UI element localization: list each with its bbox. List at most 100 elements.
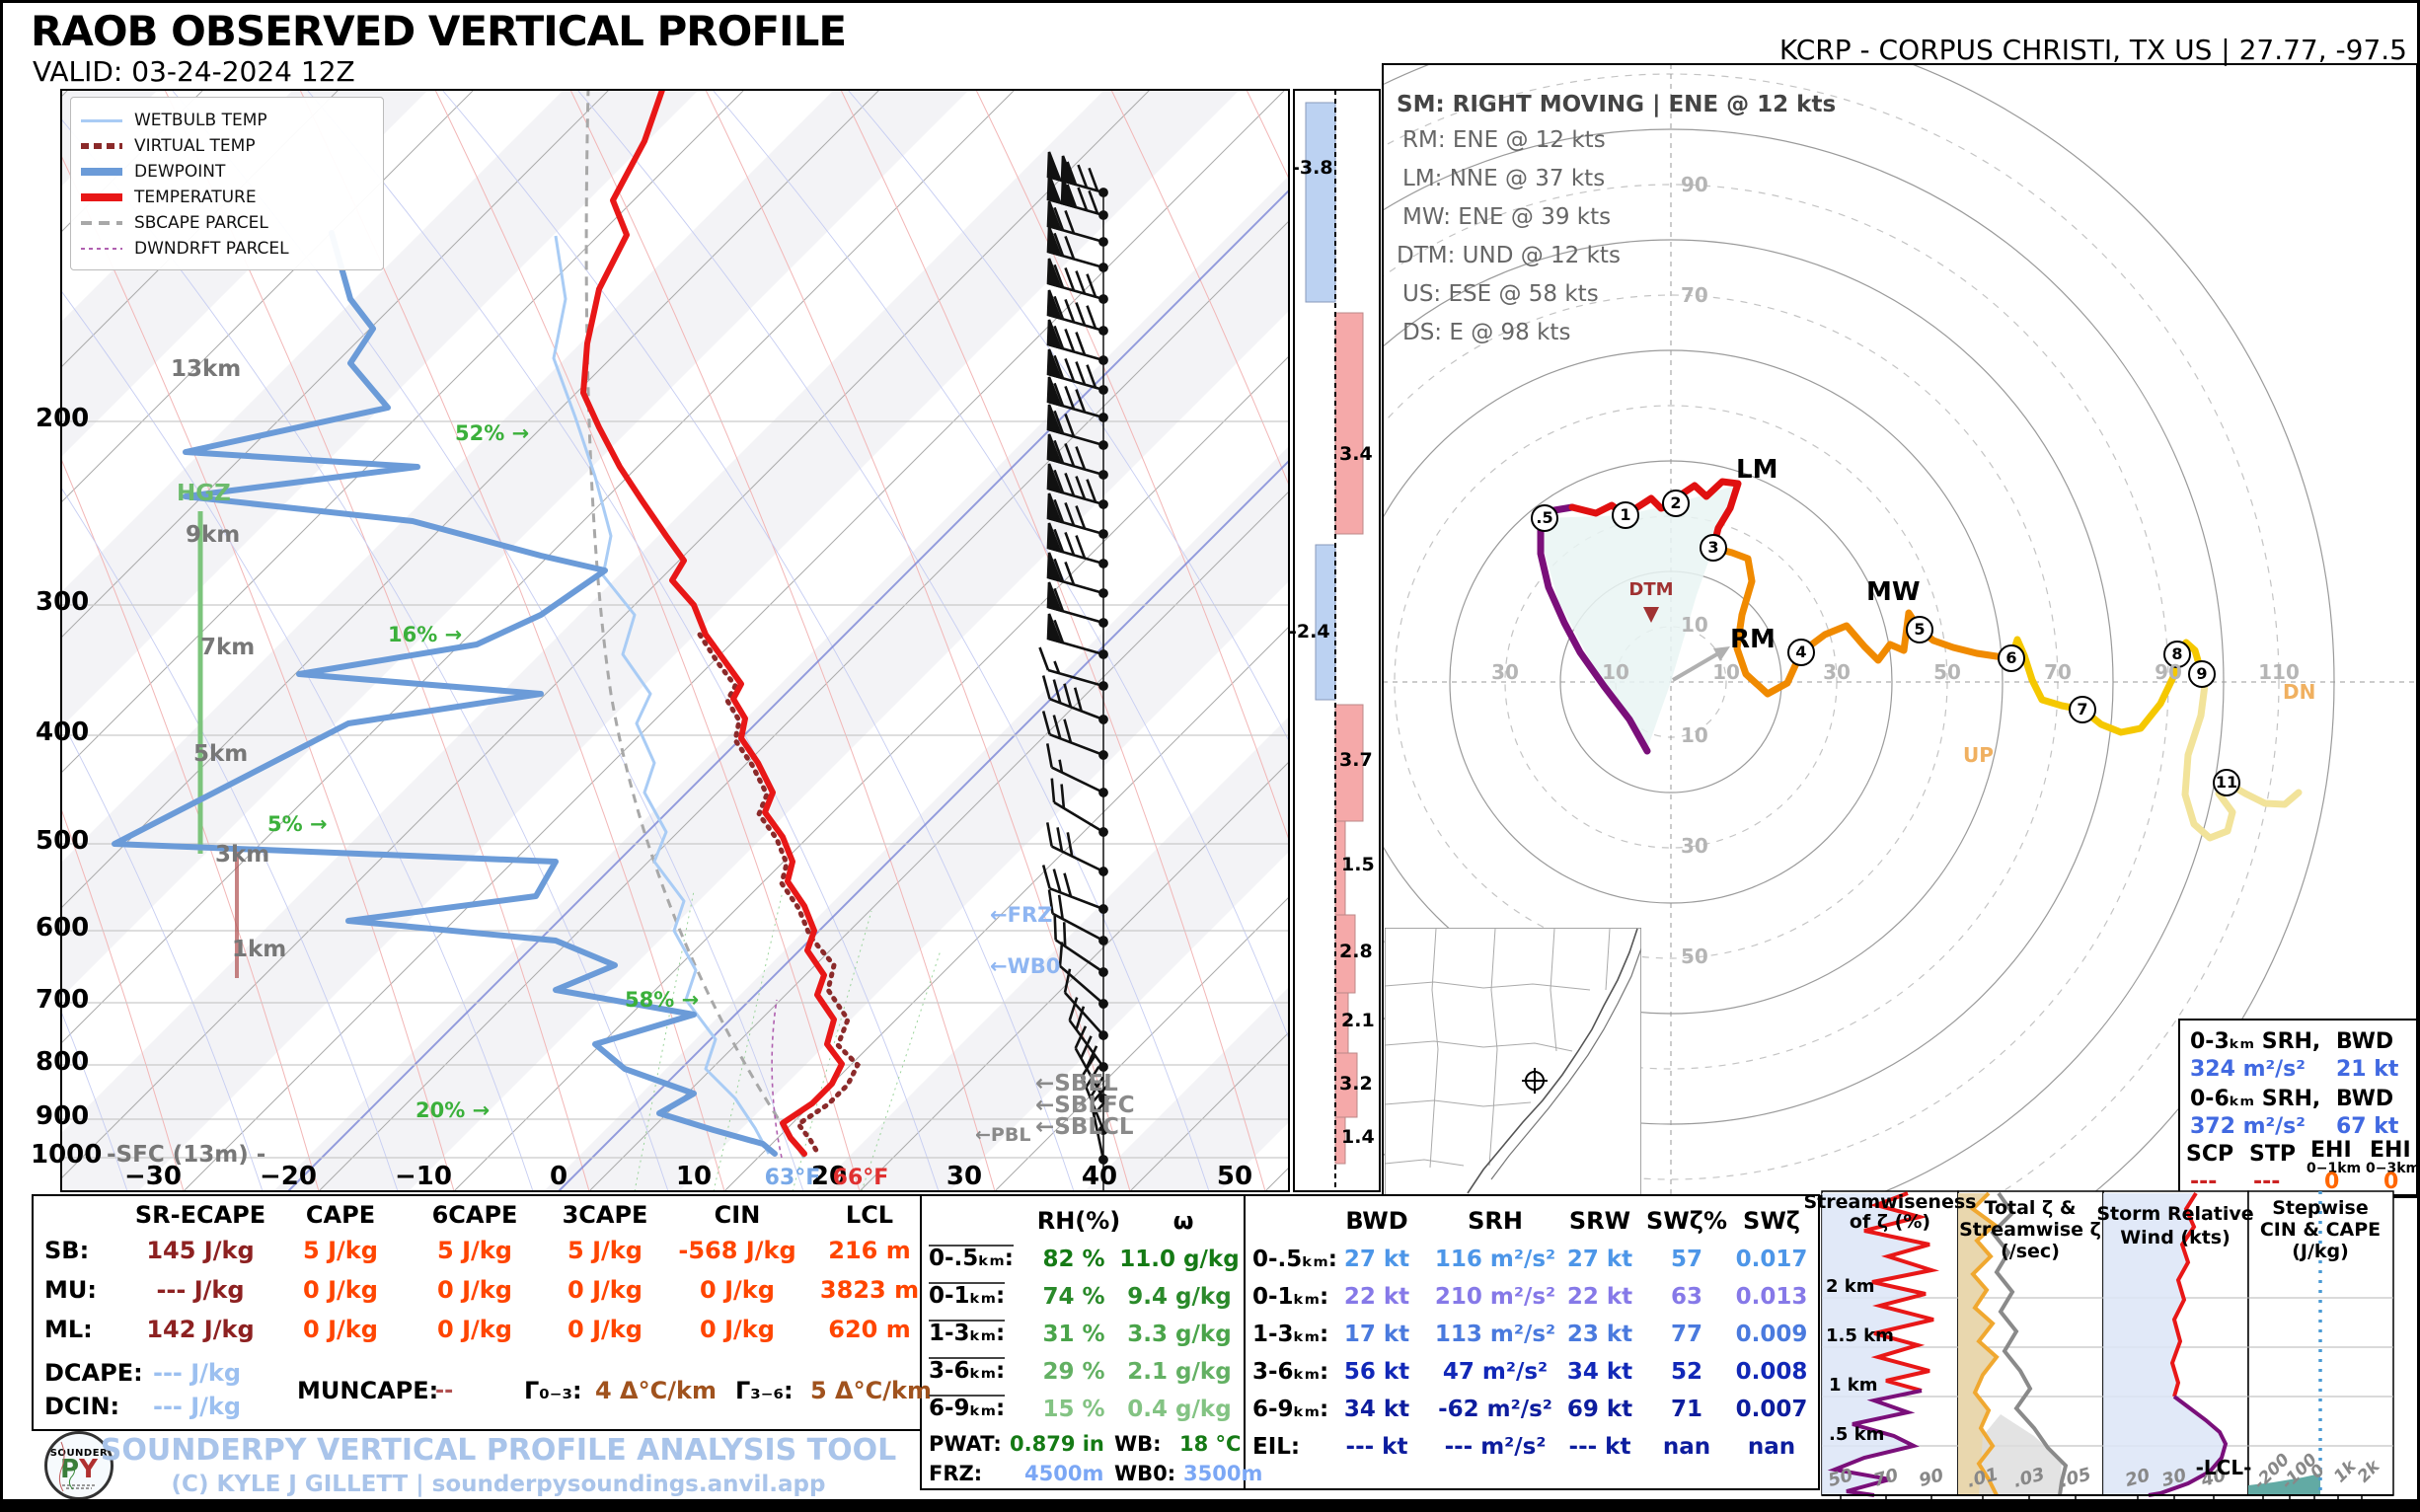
cell: -568 J/kg: [678, 1237, 796, 1264]
ring-label: 10: [1681, 613, 1708, 637]
cell: 210 m²/s²: [1434, 1284, 1556, 1310]
sbcape-parcel-line-icon: [81, 221, 122, 225]
cell: 52: [1670, 1359, 1703, 1385]
dewpoint-line-icon: [81, 168, 122, 176]
cell: 142 J/kg: [146, 1316, 255, 1343]
col-header: LCL: [845, 1201, 894, 1229]
row-label: 6-9ₖₘ:: [929, 1395, 1006, 1421]
ring-label: 50: [1933, 660, 1961, 684]
bottom-bar: [3, 1499, 2417, 1509]
gamma-3-6-value: 5 Δ°C/km: [810, 1377, 932, 1404]
ehi-0-1-value: 0: [2324, 1170, 2340, 1194]
cell: 74 %: [1042, 1284, 1105, 1310]
temp-tick: 40: [1081, 1162, 1118, 1191]
rh-annotation: 58% →: [625, 988, 700, 1012]
wb0-value: 3500m: [1183, 1462, 1263, 1485]
ring-label: 70: [1681, 283, 1708, 307]
cell: 82 %: [1042, 1247, 1105, 1272]
surface-temp-f: 66°F: [832, 1166, 889, 1190]
pressure-tick: 1000: [31, 1140, 103, 1170]
srh-0-6-label: 0-6ₖₘ SRH,: [2190, 1087, 2321, 1111]
skewt-plot: [61, 90, 1289, 1191]
cell: 71: [1670, 1397, 1703, 1422]
cell: 0 J/kg: [567, 1316, 643, 1343]
cell: 116 m²/s²: [1434, 1247, 1556, 1272]
srh-box-frame: [2178, 1019, 2417, 1196]
marker-8km: 8: [2171, 644, 2183, 663]
ring-label: 50: [1681, 945, 1708, 968]
storm-motion-headline: SM: RIGHT MOVING | ENE @ 12 kts: [1397, 92, 1837, 117]
wb-value: 18 °C: [1179, 1432, 1242, 1456]
temp-tick: −20: [260, 1162, 317, 1191]
kinematics-box-frame: [1244, 1194, 1820, 1490]
cell: 17 kt: [1343, 1322, 1410, 1347]
panel-title: Storm Relative: [2096, 1203, 2254, 1225]
omega-header: ω: [1172, 1207, 1194, 1235]
station-title: KCRP - CORPUS CHRISTI, TX US | 27.77, -9…: [1778, 34, 2407, 66]
pbl-label: ←PBL: [975, 1124, 1031, 1146]
gamma-0-3-label: Γ₀₋₃:: [524, 1377, 582, 1404]
row-label: 0-1ₖₘ:: [929, 1282, 1006, 1309]
srh-0-3-label: 0-3ₖₘ SRH,: [2190, 1029, 2321, 1054]
row-label: MU:: [44, 1276, 97, 1304]
surface-label: -SFC (13m) -: [107, 1142, 266, 1168]
row-label: ML:: [44, 1316, 93, 1343]
pressure-tick: 700: [36, 985, 90, 1015]
col-header: SWζ: [1743, 1207, 1800, 1235]
dwndrft-parcel-curve: [771, 999, 783, 1159]
cell: 63: [1670, 1284, 1703, 1310]
cell: --- J/kg: [156, 1276, 245, 1304]
dtm-marker: [1643, 607, 1659, 623]
cell: 15 %: [1042, 1397, 1105, 1422]
ehi-0-3-sub: 0−3km: [2366, 1161, 2420, 1176]
bwd-0-6-value: 67 kt: [2336, 1114, 2399, 1139]
bwd-0-3-value: 21 kt: [2336, 1057, 2399, 1082]
cell: 29 %: [1042, 1359, 1105, 1385]
cell: 47 m²/s²: [1442, 1359, 1549, 1385]
pressure-tick: 300: [36, 587, 90, 617]
vorticity-panel: [1958, 1191, 2069, 1496]
cell: 9.4 g/kg: [1127, 1284, 1232, 1310]
dtm-info: DTM: UND @ 12 kts: [1397, 243, 1621, 268]
row-label: 3-6ₖₘ:: [1252, 1359, 1329, 1385]
cell: 0 J/kg: [303, 1276, 378, 1304]
temperature-line-icon: [81, 193, 122, 201]
cell: 57: [1670, 1247, 1703, 1272]
mw-info: MW: ENE @ 39 kts: [1402, 204, 1612, 230]
legend-item: SBCAPE PARCEL: [81, 210, 373, 236]
mw-label: MW: [1866, 577, 1921, 607]
row-label: 0-1ₖₘ:: [1252, 1284, 1329, 1310]
panel-title: CIN & CAPE: [2259, 1219, 2382, 1241]
col-header: SWζ%: [1646, 1207, 1727, 1235]
cell: 56 kt: [1343, 1359, 1410, 1385]
rh-annotation: 16% →: [388, 623, 463, 646]
row-label: EIL:: [1252, 1434, 1301, 1460]
cell: --- kt: [1345, 1434, 1408, 1460]
km-label: 2 km: [1826, 1276, 1875, 1297]
gamma-0-3-value: 4 Δ°C/km: [595, 1377, 717, 1404]
stp-value: ---: [2253, 1170, 2281, 1194]
pwat-label: PWAT:: [929, 1432, 1002, 1456]
pressure-tick: 800: [36, 1047, 90, 1077]
ring-label: 10: [1712, 660, 1740, 684]
footer-line2: (C) KYLE J GILLETT | sounderpysoundings.…: [171, 1472, 826, 1497]
row-label: 3-6ₖₘ:: [929, 1357, 1006, 1384]
up-label: UP: [1963, 743, 1994, 767]
km-label: 1.5 km: [1826, 1325, 1894, 1346]
us-info: US: ESE @ 58 kts: [1402, 281, 1599, 307]
bwd-0-6-label: BWD: [2336, 1087, 2394, 1111]
pressure-tick: 900: [36, 1101, 90, 1131]
skewt-legend: WETBULB TEMP VIRTUAL TEMP DEWPOINT TEMPE…: [70, 97, 384, 270]
col-header: SRW: [1568, 1207, 1631, 1235]
scp-label: SCP: [2186, 1142, 2234, 1167]
col-header: CAPE: [305, 1201, 376, 1229]
ring-label: 30: [1681, 834, 1708, 858]
legend-item: DEWPOINT: [81, 159, 373, 185]
temp-tick: 0: [549, 1162, 568, 1191]
lapse-value: 3.2: [1339, 1073, 1373, 1095]
row-label: 1-3ₖₘ:: [929, 1320, 1006, 1346]
ring-label: 90: [2155, 660, 2182, 684]
rh-annotation: 52% →: [455, 421, 530, 445]
row-label: 6-9ₖₘ:: [1252, 1397, 1329, 1422]
cell: 34 kt: [1343, 1397, 1410, 1422]
